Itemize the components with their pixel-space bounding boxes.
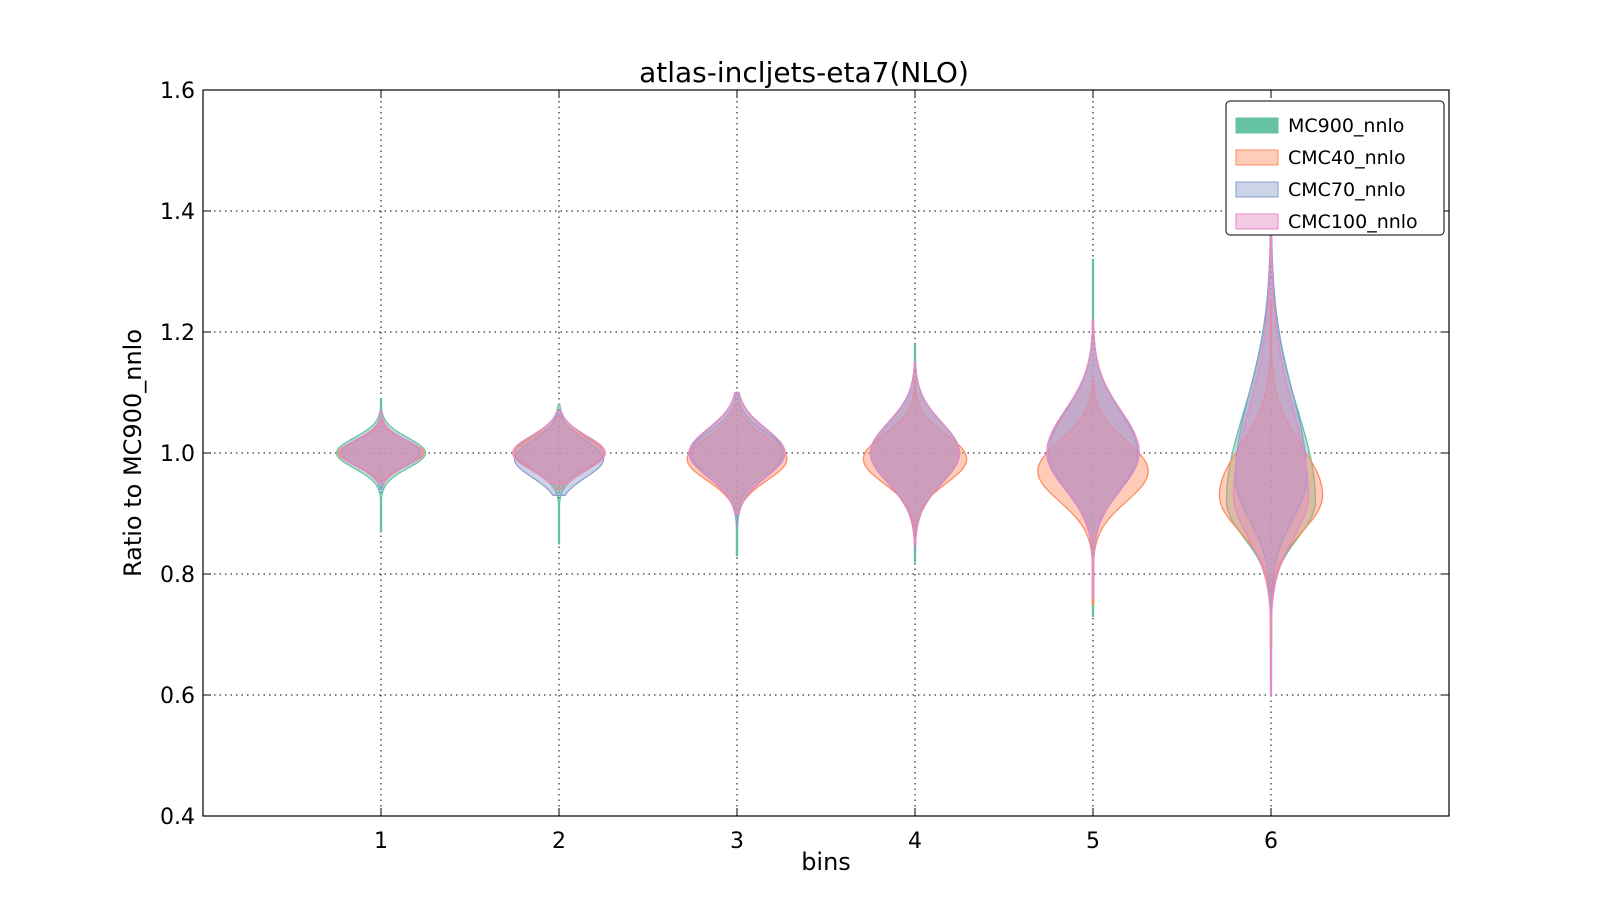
violin-bin-5 [1037,379,1149,605]
legend-swatch [1235,181,1279,198]
y-axis-title: Ratio to MC900_nnlo [119,329,147,577]
legend-swatch [1235,117,1279,134]
y-tick-label: 1.0 [160,442,195,467]
violin-bin-2 [513,403,605,545]
y-tick-label: 1.4 [160,200,195,225]
violin-bin-1 [335,397,427,533]
violin-bin-2 [512,410,606,484]
violin-bin-6 [1233,186,1309,696]
chart-title: atlas-incljets-eta7(NLO) [639,56,969,89]
series-CMC100_nnlo [339,186,1309,696]
legend-label: MC900_nnlo [1288,115,1404,137]
legend: MC900_nnlo CMC40_nnlo CMC70_nnlo CMC100_nnl… [1225,100,1445,236]
violin-bin-4 [869,361,961,545]
legend-label: CMC100_nnlo [1288,211,1418,233]
violin-bin-3 [686,403,788,515]
y-tick-label: 1.6 [160,79,195,104]
legend-label: CMC70_nnlo [1288,179,1406,201]
y-tick-label: 0.4 [160,805,195,830]
x-tick-label: 5 [1086,829,1100,854]
x-tick-label: 2 [552,829,566,854]
legend-box [1225,100,1445,236]
violin-bin-1 [339,410,423,484]
violin-bin-3 [688,391,786,515]
legend-swatch [1235,213,1279,230]
x-tick-label: 6 [1264,829,1278,854]
x-tick-label: 1 [374,829,388,854]
x-axis-title: bins [801,848,851,876]
legend-swatch [1235,149,1279,166]
axis-ticks: 1 2 3 4 5 6 0.4 0.6 0.8 1.0 1.2 1.4 1.6 [160,79,1449,854]
violin-bin-6 [1218,301,1324,648]
legend-label: CMC40_nnlo [1288,147,1406,169]
violins [335,131,1324,696]
x-tick-label: 4 [908,829,922,854]
y-tick-label: 0.8 [160,563,195,588]
violin-bin-4 [862,379,968,545]
series-CMC40_nnlo [337,301,1324,648]
y-tick-label: 0.6 [160,684,195,709]
violin-bin-5 [1046,319,1140,599]
series-CMC70_nnlo [341,180,1308,696]
x-tick-label: 3 [730,829,744,854]
series-MC900_nnlo [335,131,1317,684]
y-tick-label: 1.2 [160,321,195,346]
